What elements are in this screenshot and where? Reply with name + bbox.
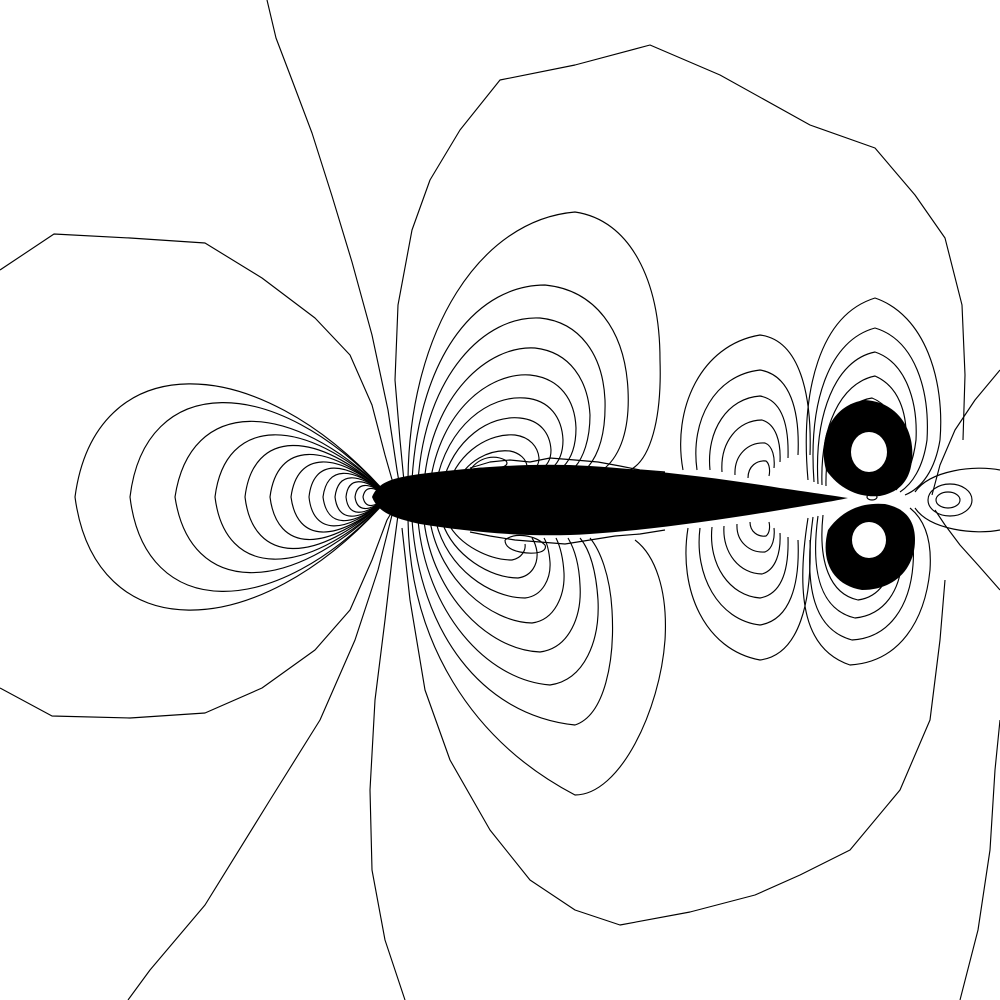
au-lobe-4 (721, 419, 781, 473)
lf-lobe-5 (429, 520, 565, 624)
downstream-lobes (914, 467, 1000, 533)
le-lobe-3 (174, 420, 386, 574)
lf-lobe-8 (447, 522, 526, 561)
contour-left-outer-lobe-lower (0, 504, 397, 719)
contour-bottom-center-streamline (369, 514, 406, 1000)
lf-lobe-4 (423, 520, 581, 653)
lf-lobe-3 (417, 519, 599, 686)
le-lobe-10 (334, 477, 386, 517)
au-lobe-3 (708, 395, 789, 471)
le-lobe-13 (362, 487, 386, 507)
upper-front-lobes (407, 211, 661, 487)
lf-lobe-6 (435, 521, 551, 599)
uf-lobe-7 (441, 417, 552, 486)
uf-lobe-3 (417, 317, 606, 483)
au-lobe-1 (680, 334, 811, 471)
contour-top-left-streamline (266, 0, 403, 501)
al-lobe-5 (736, 523, 775, 553)
tail-lower-vortex-core (852, 522, 886, 558)
tail-upper-vortex-core (851, 432, 887, 472)
le-lobe-2 (129, 402, 386, 592)
leading-edge-lobes (74, 383, 386, 611)
uf-lobe-9 (454, 450, 528, 487)
le-lobe-6 (269, 453, 386, 541)
au-lobe-6 (747, 460, 771, 479)
lower-front-lobes (407, 519, 667, 796)
al-lobe-2 (698, 527, 799, 626)
aft-upper-lobes (680, 334, 811, 479)
tail-center-ring (866, 493, 878, 501)
contour-bottom-wide-lobe (401, 527, 946, 926)
le-lobe-5 (244, 444, 386, 550)
uf-lobe-6 (435, 397, 564, 485)
au-lobe-5 (734, 442, 775, 476)
tv-up-2 (812, 327, 928, 493)
contour-bottom-left-streamline (127, 514, 393, 1000)
lf-lobe-7 (441, 521, 538, 579)
le-lobe-7 (290, 461, 386, 533)
contour-top-wide-lobe (394, 44, 966, 493)
contour-right-top-edge (931, 369, 1000, 496)
downstream-lobe-inner (935, 491, 961, 509)
al-lobe-6 (749, 521, 771, 537)
le-lobe-11 (345, 481, 386, 513)
tv-up-1 (805, 297, 942, 496)
downstream-lobe-outer (927, 483, 973, 517)
lf-lobe-9 (504, 534, 546, 554)
uf-lobe-5 (429, 374, 577, 485)
surface-fringe (469, 457, 666, 545)
al-lobe-1 (685, 527, 811, 661)
le-lobe-4 (214, 434, 386, 560)
le-lobe-8 (308, 467, 386, 527)
le-lobe-1 (74, 383, 386, 611)
surface-fringe-upper (469, 457, 666, 473)
le-lobe-9 (322, 472, 386, 522)
contour-right-bottom-edge (934, 509, 1000, 591)
tail-dense-clusters (823, 400, 915, 590)
downstream-lobe-edge-bottom (914, 507, 1000, 533)
aft-lower-lobes (685, 521, 811, 661)
tv-lo-1 (802, 507, 931, 666)
uf-lobe-4 (423, 347, 591, 484)
al-lobe-3 (710, 526, 789, 599)
contour-bottom-right-streamline (959, 719, 1000, 1000)
lf-lobe-1 (407, 519, 667, 796)
uf-lobe-2 (411, 284, 629, 481)
lf-lobe-2 (411, 519, 614, 726)
contour-left-outer-lobe-upper (0, 233, 396, 491)
le-lobe-12 (354, 484, 386, 510)
au-lobe-2 (695, 369, 799, 471)
al-lobe-4 (723, 525, 781, 575)
airfoil-body (372, 464, 848, 536)
surface-fringe-lower (469, 529, 666, 545)
uf-lobe-1 (407, 211, 661, 479)
downstream-lobe-edge-top (914, 467, 1000, 493)
